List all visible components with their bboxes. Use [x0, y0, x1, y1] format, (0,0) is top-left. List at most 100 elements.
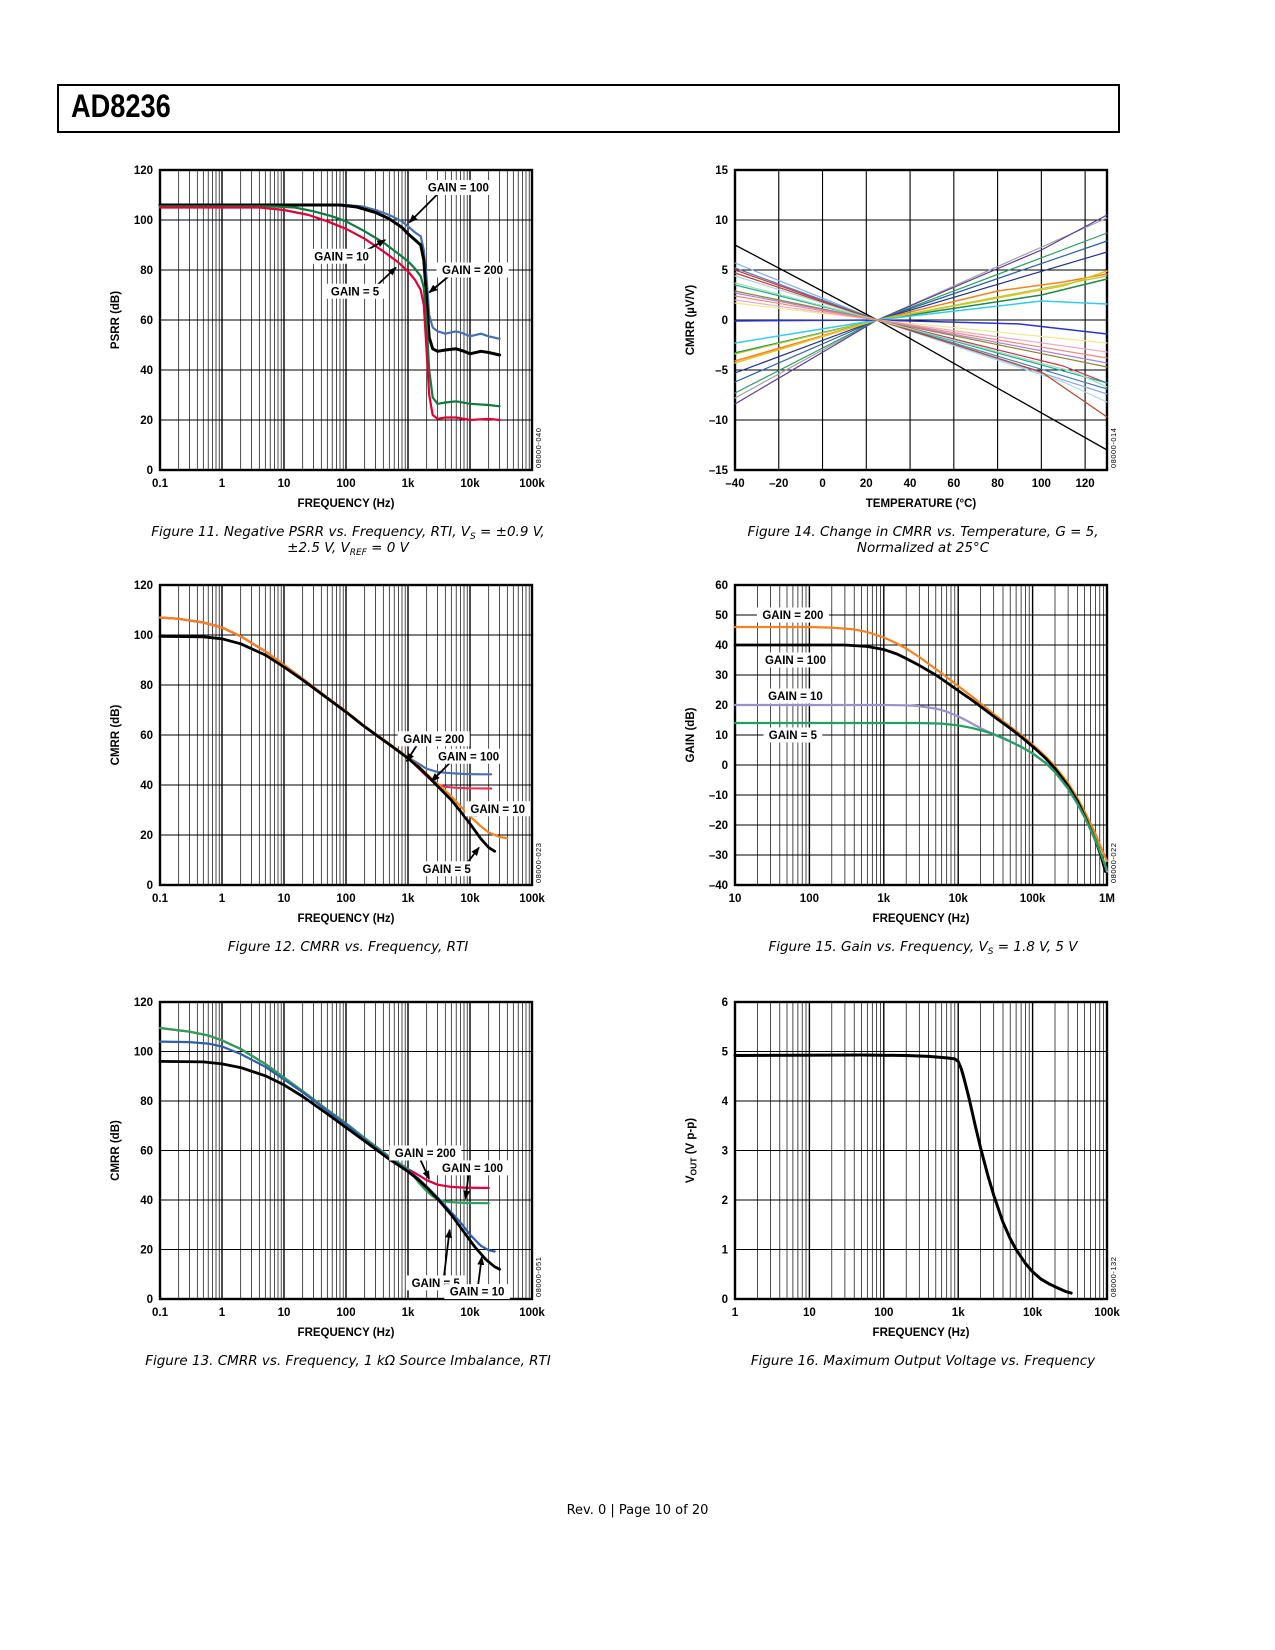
svg-text:20: 20 — [140, 830, 153, 842]
svg-text:1: 1 — [219, 1307, 226, 1319]
svg-text:100k: 100k — [519, 478, 545, 490]
svg-text:08000-023: 08000-023 — [534, 843, 543, 883]
svg-text:2: 2 — [722, 1195, 728, 1207]
svg-text:60: 60 — [140, 315, 153, 327]
svg-text:120: 120 — [1076, 478, 1095, 490]
svg-text:1k: 1k — [402, 1307, 415, 1319]
svg-text:GAIN = 10: GAIN = 10 — [470, 804, 525, 816]
figure-15-caption: Figure 15. Gain vs. Frequency, VS = 1.8 … — [768, 939, 1078, 957]
svg-text:80: 80 — [140, 680, 153, 692]
svg-text:100: 100 — [874, 1307, 893, 1319]
svg-text:FREQUENCY (Hz): FREQUENCY (Hz) — [298, 498, 395, 510]
figure-12: GAIN = 200 GAIN = 100 GAIN = 10 GAIN = 5 0.1… — [100, 573, 562, 955]
svg-text:100k: 100k — [1020, 893, 1046, 905]
svg-text:100: 100 — [1032, 478, 1051, 490]
svg-text:GAIN = 10: GAIN = 10 — [450, 1287, 505, 1299]
svg-text:120: 120 — [134, 997, 153, 1009]
svg-text:0.1: 0.1 — [152, 1307, 169, 1319]
figure-12-chart: GAIN = 200 GAIN = 100 GAIN = 10 GAIN = 5 0.1… — [100, 573, 562, 935]
svg-text:GAIN = 5: GAIN = 5 — [331, 286, 380, 298]
page-footer: Rev. 0 | Page 10 of 20 — [566, 1503, 709, 1518]
svg-text:10: 10 — [278, 893, 291, 905]
svg-text:GAIN = 200: GAIN = 200 — [403, 734, 464, 746]
svg-text:1: 1 — [732, 1307, 739, 1319]
svg-text:0: 0 — [147, 1294, 153, 1306]
svg-text:5: 5 — [722, 265, 729, 277]
figure-12-canvas: GAIN = 200 GAIN = 100 GAIN = 10 GAIN = 5 0.1… — [110, 580, 545, 925]
svg-text:GAIN = 100: GAIN = 100 — [438, 751, 499, 763]
svg-text:1k: 1k — [402, 478, 415, 490]
svg-text:100k: 100k — [519, 893, 545, 905]
figure-13-chart: GAIN = 200 GAIN = 100 GAIN = 5 GAIN = 10 0.1… — [100, 990, 562, 1349]
svg-text:08000-022: 08000-022 — [1109, 843, 1118, 883]
svg-text:–40: –40 — [725, 478, 744, 490]
svg-text:60: 60 — [140, 1146, 153, 1158]
figure-14: –40 –20 0 20 40 60 80 100 120 –15 –10 –5 0 5 10 15 TEMPE… — [675, 158, 1137, 556]
svg-text:FREQUENCY (Hz): FREQUENCY (Hz) — [298, 1327, 395, 1339]
svg-text:–15: –15 — [709, 465, 729, 477]
svg-text:–10: –10 — [709, 415, 728, 427]
figure-13: GAIN = 200 GAIN = 100 GAIN = 5 GAIN = 10 0.1… — [100, 990, 562, 1369]
figure-11-chart: GAIN = 100 GAIN = 10 GAIN = 5 GAIN = 200 0.1… — [100, 158, 562, 520]
svg-text:10: 10 — [715, 215, 728, 227]
svg-text:1: 1 — [219, 478, 226, 490]
svg-text:20: 20 — [860, 478, 873, 490]
svg-text:60: 60 — [947, 478, 960, 490]
figure-15-canvas: GAIN = 200 GAIN = 100 GAIN = 10 GAIN = 5 10 1… — [685, 580, 1118, 925]
svg-text:40: 40 — [715, 640, 728, 652]
svg-text:20: 20 — [140, 415, 153, 427]
figure-16-chart: 1 10 100 1k 10k 100k 0 1 2 3 4 5 6 FREQUENCY (Hz) VOUT… — [675, 990, 1137, 1349]
figure-12-caption: Figure 12. CMRR vs. Frequency, RTI — [227, 939, 469, 955]
svg-text:0: 0 — [147, 465, 153, 477]
svg-text:GAIN = 200: GAIN = 200 — [762, 610, 823, 622]
svg-text:GAIN = 5: GAIN = 5 — [423, 864, 472, 876]
svg-text:5: 5 — [722, 1047, 729, 1059]
svg-text:0: 0 — [722, 760, 728, 772]
header-box: AD8236 — [57, 84, 1120, 133]
svg-text:120: 120 — [134, 165, 153, 177]
svg-text:CMRR (dB): CMRR (dB) — [110, 704, 122, 765]
svg-text:20: 20 — [140, 1245, 153, 1257]
figure-15: GAIN = 200 GAIN = 100 GAIN = 10 GAIN = 5 10 1… — [675, 573, 1137, 957]
svg-text:100k: 100k — [519, 1307, 545, 1319]
figure-14-canvas: –40 –20 0 20 40 60 80 100 120 –15 –10 –5 0 5 10 15 TEMPE… — [685, 165, 1118, 510]
svg-text:GAIN = 100: GAIN = 100 — [765, 655, 826, 667]
svg-text:40: 40 — [904, 478, 917, 490]
svg-text:08000-014: 08000-014 — [1109, 428, 1118, 468]
svg-text:40: 40 — [140, 365, 153, 377]
svg-text:60: 60 — [715, 580, 728, 592]
svg-text:TEMPERATURE (°C): TEMPERATURE (°C) — [866, 498, 977, 510]
svg-text:80: 80 — [991, 478, 1004, 490]
figure-11-canvas: GAIN = 100 GAIN = 10 GAIN = 5 GAIN = 200 0.1… — [110, 165, 545, 510]
svg-text:FREQUENCY (Hz): FREQUENCY (Hz) — [873, 1327, 970, 1339]
svg-text:10k: 10k — [1023, 1307, 1043, 1319]
svg-text:10k: 10k — [460, 1307, 480, 1319]
svg-text:0: 0 — [819, 478, 825, 490]
figure-14-chart: –40 –20 0 20 40 60 80 100 120 –15 –10 –5 0 5 10 15 TEMPE… — [675, 158, 1137, 520]
svg-text:30: 30 — [715, 670, 728, 682]
svg-text:100: 100 — [134, 215, 153, 227]
svg-text:10k: 10k — [949, 893, 969, 905]
svg-text:CMRR (dB): CMRR (dB) — [110, 1120, 122, 1181]
svg-text:0.1: 0.1 — [152, 893, 169, 905]
svg-text:0.1: 0.1 — [152, 478, 169, 490]
svg-text:–30: –30 — [709, 850, 728, 862]
svg-text:100: 100 — [336, 478, 355, 490]
svg-text:0: 0 — [147, 880, 153, 892]
figure-15-chart: GAIN = 200 GAIN = 100 GAIN = 10 GAIN = 5 10 1… — [675, 573, 1137, 935]
figure-11-caption: Figure 11. Negative PSRR vs. Frequency, … — [151, 524, 545, 558]
svg-text:1M: 1M — [1099, 893, 1115, 905]
svg-text:GAIN = 100: GAIN = 100 — [442, 1163, 503, 1175]
svg-text:–40: –40 — [709, 880, 728, 892]
svg-text:80: 80 — [140, 265, 153, 277]
svg-text:0: 0 — [722, 315, 728, 327]
svg-text:100: 100 — [134, 630, 153, 642]
svg-text:20: 20 — [715, 700, 728, 712]
svg-text:CMRR (µV/V): CMRR (µV/V) — [685, 285, 697, 356]
svg-text:1k: 1k — [952, 1307, 965, 1319]
svg-text:FREQUENCY (Hz): FREQUENCY (Hz) — [873, 913, 970, 925]
svg-text:4: 4 — [722, 1096, 729, 1108]
